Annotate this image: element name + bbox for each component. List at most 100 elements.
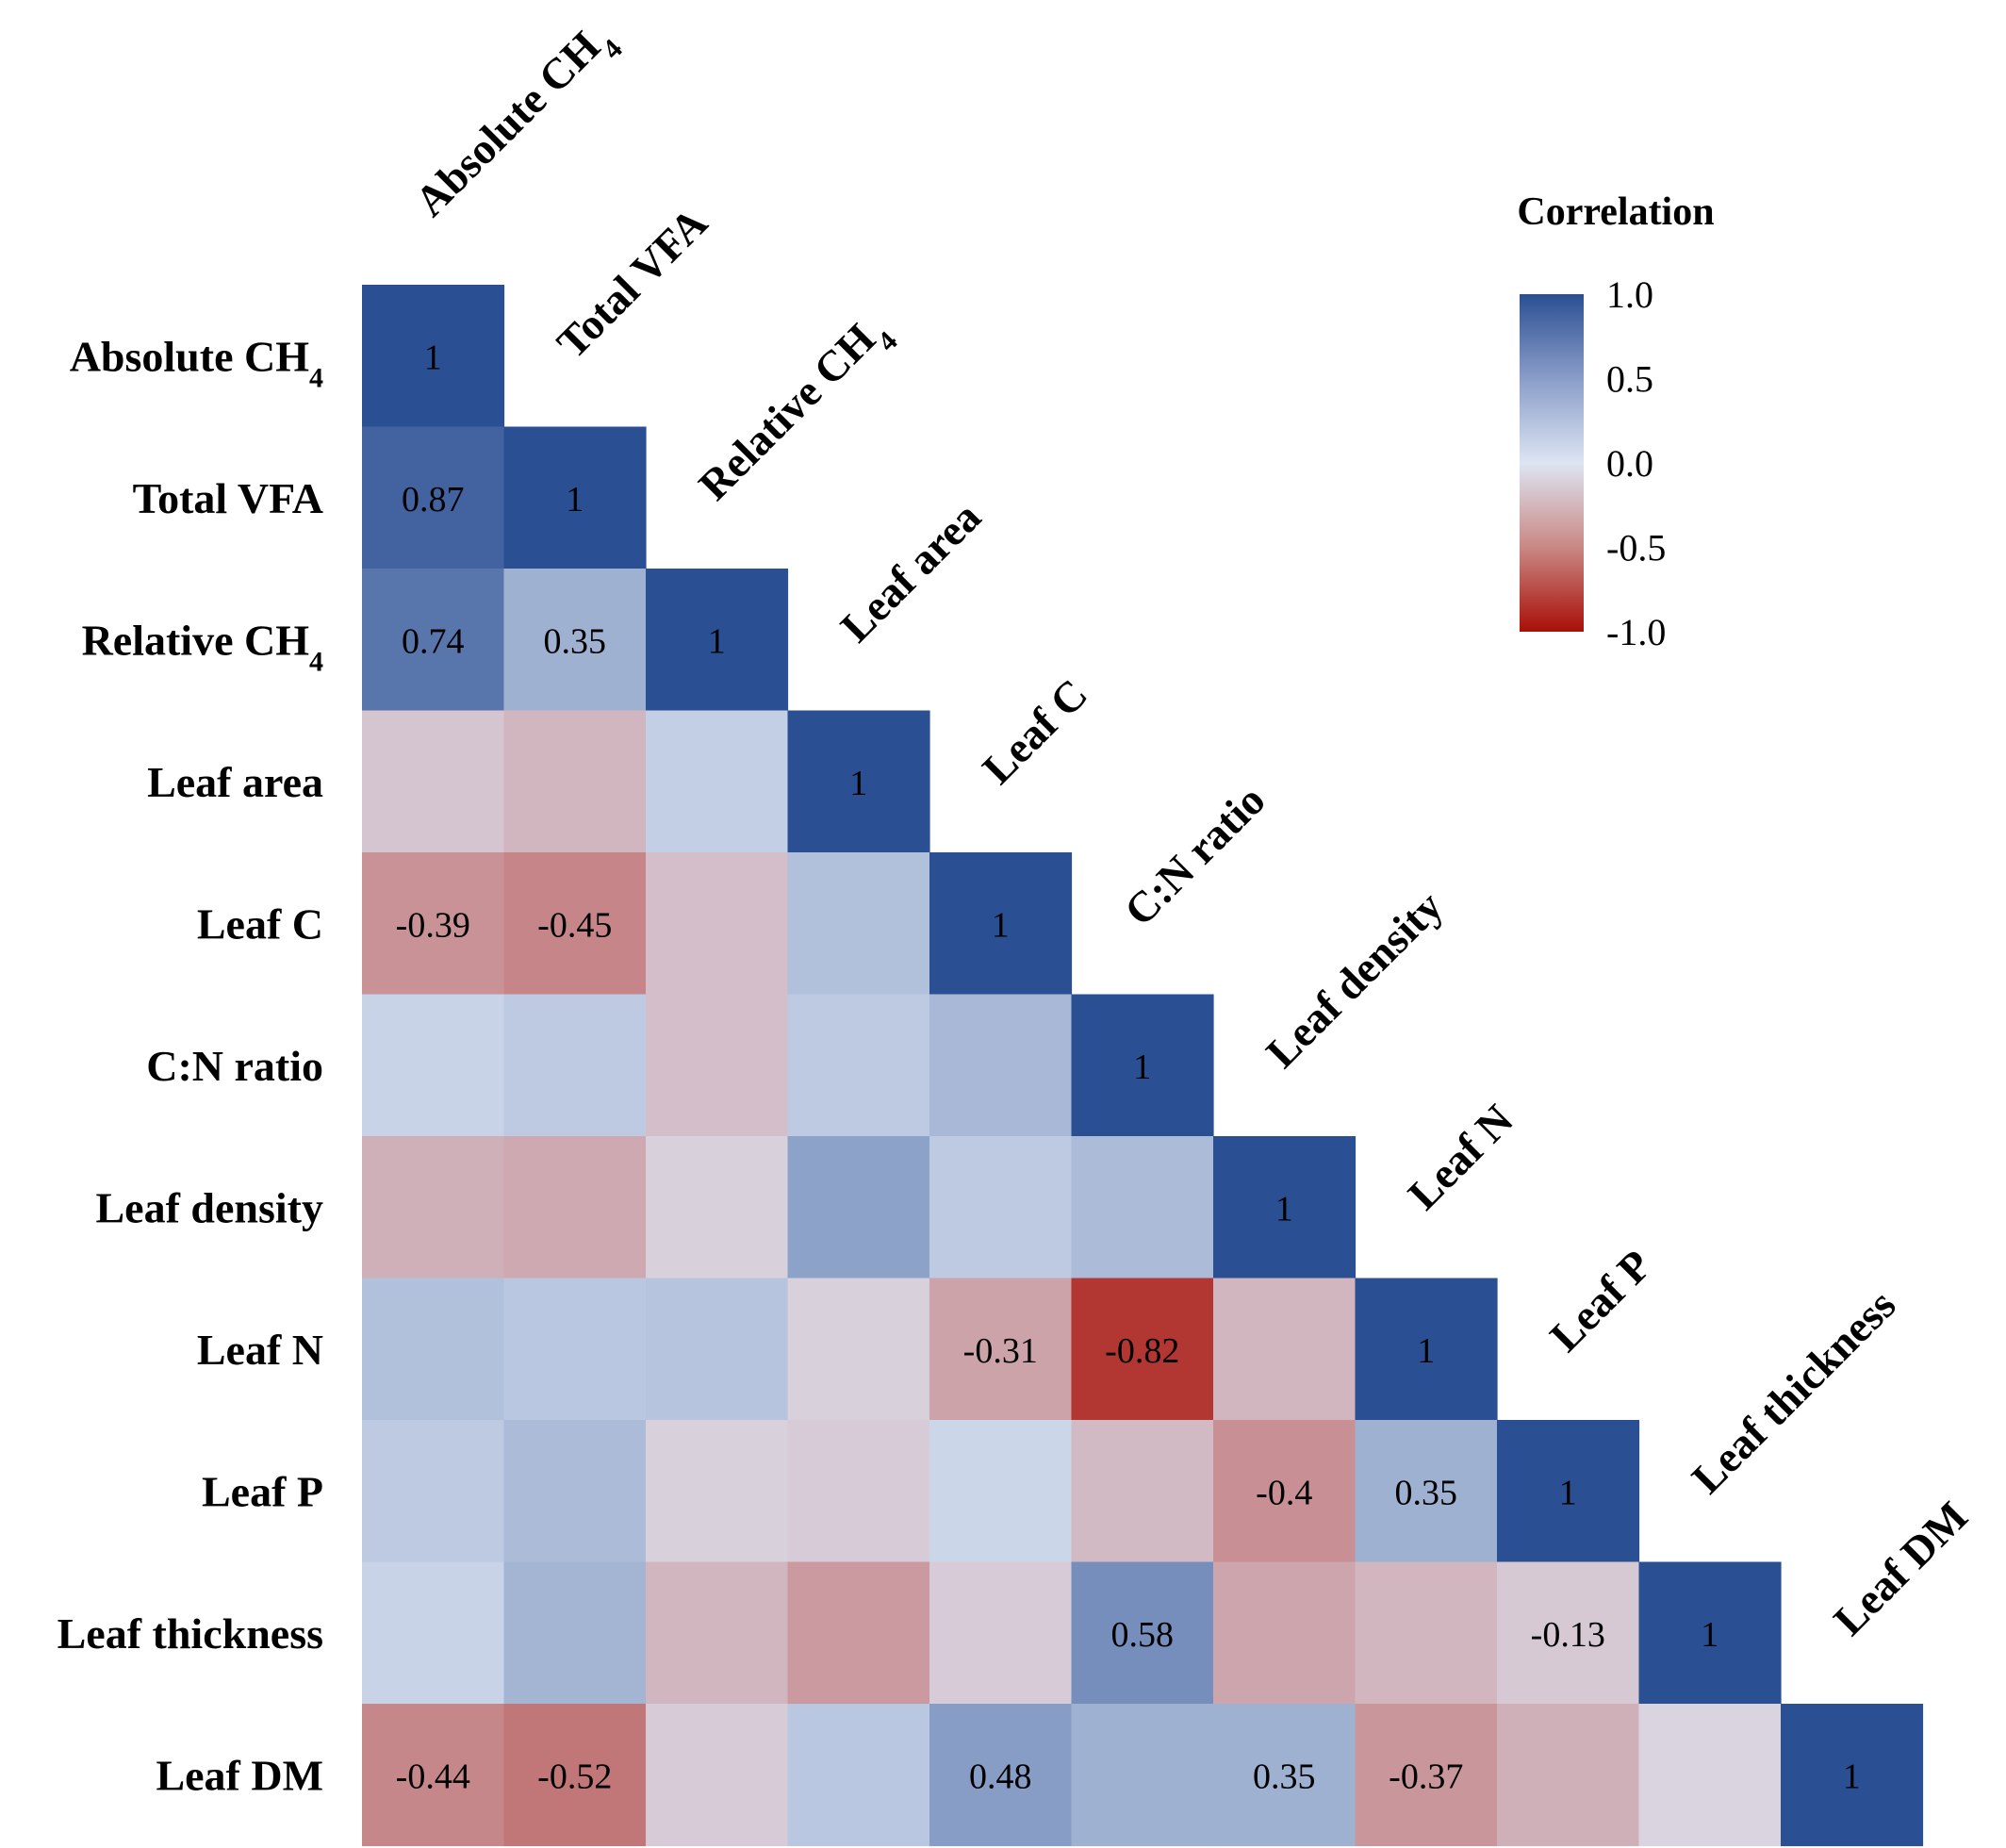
legend-tick-label: -1.0 xyxy=(1606,611,1666,653)
cell-value-label: -0.39 xyxy=(396,905,470,945)
heatmap-cell xyxy=(362,1561,505,1705)
heatmap-cell xyxy=(787,710,930,853)
heatmap-cell xyxy=(929,1278,1073,1421)
color-legend: Correlation 1.0 0.5 0.0 -0.5 -1.0 xyxy=(1517,190,1714,653)
heatmap-cell xyxy=(503,1136,647,1279)
row-label: Leaf DM xyxy=(156,1751,323,1799)
cell-value-label: 0.58 xyxy=(1111,1615,1175,1655)
cell-value-label: 1 xyxy=(992,905,1010,945)
heatmap-cell xyxy=(362,569,505,712)
column-label: Leaf N xyxy=(1399,1096,1522,1219)
heatmap-cell xyxy=(646,1420,789,1563)
heatmap-cell xyxy=(503,1278,647,1421)
cell-value-label: 1 xyxy=(424,338,442,377)
row-label: Leaf density xyxy=(96,1183,324,1231)
legend-title: Correlation xyxy=(1517,190,1714,234)
heatmap-cell xyxy=(1071,994,1214,1137)
heatmap-cell xyxy=(1071,1704,1214,1847)
heatmap-cell xyxy=(787,1561,930,1705)
heatmap-cell xyxy=(503,852,647,996)
heatmap-cell xyxy=(929,1136,1073,1279)
heatmap-cell xyxy=(1355,1561,1498,1705)
heatmap-cell xyxy=(1497,1704,1640,1847)
column-label: Leaf thickness xyxy=(1683,1280,1905,1503)
heatmap-cell xyxy=(787,1136,930,1279)
heatmap-cell xyxy=(1071,1561,1214,1705)
heatmap-cell xyxy=(929,1561,1073,1705)
column-label: Absolute CH4 xyxy=(405,12,628,235)
row-label: C:N ratio xyxy=(146,1042,323,1090)
heatmap-cell xyxy=(929,852,1073,996)
row-label: Leaf P xyxy=(202,1467,323,1515)
cell-value-label: 1 xyxy=(1417,1331,1435,1371)
cell-value-label: 0.87 xyxy=(402,480,465,520)
heatmap-cell xyxy=(787,1420,930,1563)
column-label: Leaf P xyxy=(1540,1241,1660,1361)
row-label: Relative CH4 xyxy=(82,616,323,677)
heatmap-cell xyxy=(1213,1704,1357,1847)
cell-value-label: 0.74 xyxy=(402,621,465,661)
heatmap-cell xyxy=(787,852,930,996)
heatmap-cell xyxy=(646,1561,789,1705)
heatmap-cell xyxy=(929,994,1073,1137)
heatmap-cell xyxy=(1213,1420,1357,1563)
heatmap-cell xyxy=(503,1420,647,1563)
heatmap-cell xyxy=(646,994,789,1137)
cell-value-label: -0.45 xyxy=(537,905,612,945)
cell-value-label: -0.31 xyxy=(963,1331,1038,1371)
heatmap-cell xyxy=(362,1420,505,1563)
cell-value-label: 1 xyxy=(1559,1473,1577,1512)
column-label: Relative CH4 xyxy=(689,305,903,519)
cell-value-label: 1 xyxy=(1133,1048,1151,1087)
cell-value-label: -0.13 xyxy=(1531,1615,1605,1655)
row-labels: Absolute CH4 Total VFA Relative CH4 Leaf ar… xyxy=(58,332,323,1799)
legend-colorbar xyxy=(1520,294,1584,632)
legend-tick-label: 0.0 xyxy=(1606,442,1653,485)
row-label: Absolute CH4 xyxy=(70,332,323,393)
column-label: Leaf density xyxy=(1257,882,1452,1077)
heatmap-cell xyxy=(787,1278,930,1421)
cell-value-label: 1 xyxy=(1843,1757,1861,1796)
cell-value-label: 1 xyxy=(849,764,867,803)
row-label: Leaf thickness xyxy=(58,1609,323,1658)
heatmap-cell xyxy=(503,426,647,569)
heatmap-cell xyxy=(646,710,789,853)
row-label: Leaf N xyxy=(197,1326,323,1374)
heatmap-cell xyxy=(646,569,789,712)
column-label: C:N ratio xyxy=(1115,776,1274,935)
heatmap-cells xyxy=(362,285,1924,1847)
heatmap-cell xyxy=(1781,1704,1924,1847)
heatmap-cell xyxy=(929,1420,1073,1563)
heatmap-cell xyxy=(362,710,505,853)
heatmap-cell xyxy=(362,994,505,1137)
heatmap-cell xyxy=(787,1704,930,1847)
heatmap-cell xyxy=(362,285,505,428)
heatmap-cell xyxy=(646,1704,789,1847)
heatmap-cell xyxy=(1071,1278,1214,1421)
column-label: Total VFA xyxy=(548,198,716,367)
cell-value-label: 0.35 xyxy=(1395,1473,1458,1512)
heatmap-cell xyxy=(1638,1561,1782,1705)
heatmap-cell xyxy=(646,1278,789,1421)
heatmap-cell xyxy=(1213,1561,1357,1705)
cell-value-label: 1 xyxy=(1275,1189,1293,1229)
heatmap-cell xyxy=(1497,1561,1640,1705)
heatmap-cell xyxy=(503,710,647,853)
heatmap-cell xyxy=(646,852,789,996)
heatmap-cell xyxy=(362,1278,505,1421)
cell-value-label: -0.82 xyxy=(1105,1331,1179,1371)
heatmap-cell xyxy=(1355,1704,1498,1847)
cell-value-labels: 1 0.87 1 0.74 0.35 1 1 -0.39 -0.45 1 1 1 -0.31 -0.82 1… xyxy=(396,338,1861,1796)
column-label: Leaf DM xyxy=(1824,1492,1977,1644)
cell-value-label: 1 xyxy=(708,621,726,661)
cell-value-label: 1 xyxy=(566,480,584,520)
heatmap-cell xyxy=(1355,1278,1498,1421)
heatmap-cell xyxy=(503,1704,647,1847)
legend-ticks: 1.0 0.5 0.0 -0.5 -1.0 xyxy=(1606,273,1666,653)
cell-value-label: 0.35 xyxy=(1253,1757,1316,1796)
legend-tick-label: -0.5 xyxy=(1606,527,1666,569)
legend-tick-label: 1.0 xyxy=(1606,273,1653,316)
heatmap-cell xyxy=(362,426,505,569)
heatmap-cell xyxy=(1497,1420,1640,1563)
cell-value-label: -0.44 xyxy=(396,1757,470,1796)
